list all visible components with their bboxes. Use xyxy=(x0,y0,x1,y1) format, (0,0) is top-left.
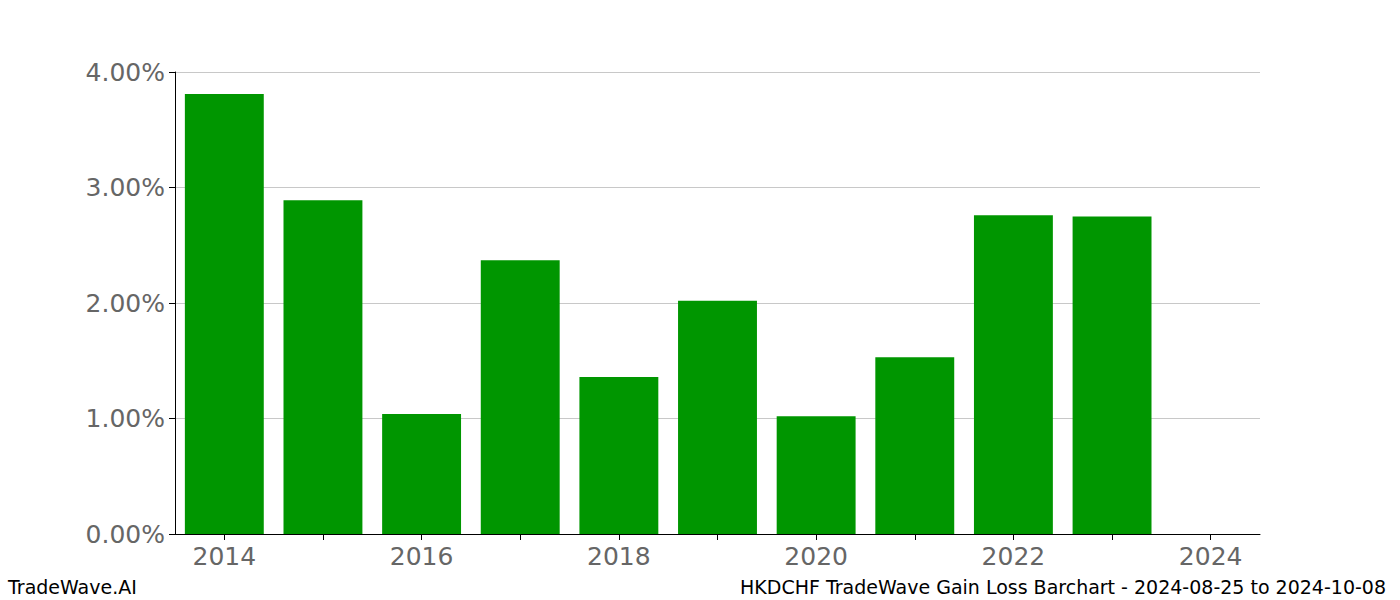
svg-text:2020: 2020 xyxy=(784,542,848,571)
svg-text:0.00%: 0.00% xyxy=(86,520,165,549)
svg-text:3.00%: 3.00% xyxy=(86,173,165,202)
svg-text:2016: 2016 xyxy=(390,542,454,571)
svg-text:2014: 2014 xyxy=(193,542,257,571)
svg-text:TradeWave.AI: TradeWave.AI xyxy=(7,576,137,598)
svg-text:HKDCHF TradeWave Gain Loss Bar: HKDCHF TradeWave Gain Loss Barchart - 20… xyxy=(740,576,1386,598)
svg-text:2024: 2024 xyxy=(1179,542,1243,571)
svg-text:4.00%: 4.00% xyxy=(86,58,165,87)
svg-text:2.00%: 2.00% xyxy=(86,289,165,318)
svg-text:1.00%: 1.00% xyxy=(86,404,165,433)
svg-text:2018: 2018 xyxy=(587,542,651,571)
svg-text:2022: 2022 xyxy=(982,542,1046,571)
